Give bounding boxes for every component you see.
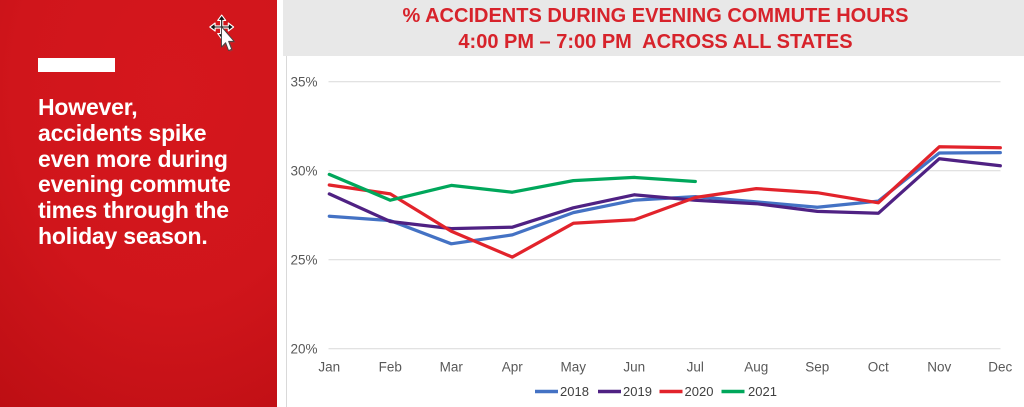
svg-text:Dec: Dec (988, 360, 1012, 375)
svg-text:2021: 2021 (748, 384, 777, 399)
svg-text:Sep: Sep (805, 360, 829, 375)
svg-text:Jun: Jun (623, 360, 645, 375)
svg-text:Oct: Oct (868, 360, 889, 375)
svg-text:35%: 35% (290, 75, 317, 90)
svg-text:2018: 2018 (560, 384, 589, 399)
svg-text:25%: 25% (290, 253, 317, 268)
svg-text:Jul: Jul (687, 360, 704, 375)
svg-text:Mar: Mar (440, 360, 464, 375)
svg-text:Feb: Feb (379, 360, 402, 375)
svg-text:Nov: Nov (927, 360, 951, 375)
svg-text:Jan: Jan (318, 360, 340, 375)
svg-text:30%: 30% (290, 164, 317, 179)
svg-text:Apr: Apr (502, 360, 524, 375)
svg-text:2020: 2020 (685, 384, 714, 399)
svg-text:2019: 2019 (623, 384, 652, 399)
svg-text:May: May (561, 360, 587, 375)
svg-text:Aug: Aug (744, 360, 768, 375)
svg-text:20%: 20% (290, 342, 317, 357)
